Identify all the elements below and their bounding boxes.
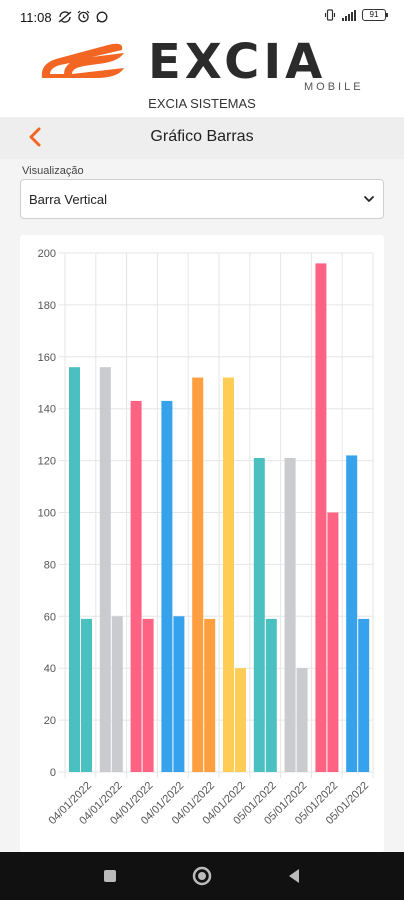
visualization-label: Visualização bbox=[22, 165, 84, 177]
bar bbox=[253, 458, 265, 772]
vibrate-icon bbox=[324, 9, 336, 21]
bar bbox=[161, 400, 173, 772]
bar bbox=[284, 458, 296, 772]
bar bbox=[358, 618, 370, 772]
y-tick-label: 180 bbox=[38, 300, 56, 312]
recents-icon[interactable] bbox=[98, 864, 122, 888]
y-tick-label: 60 bbox=[44, 611, 56, 623]
bar bbox=[81, 618, 92, 772]
bar bbox=[111, 616, 123, 772]
brand-tagline: MOBILE bbox=[304, 81, 364, 93]
brand-header: EXCIA MOBILE EXCIA SISTEMAS bbox=[0, 30, 404, 116]
y-tick-label: 20 bbox=[44, 715, 56, 727]
bar bbox=[315, 263, 327, 772]
y-tick-label: 200 bbox=[38, 248, 56, 260]
y-tick-label: 0 bbox=[50, 767, 56, 779]
home-icon[interactable] bbox=[190, 864, 214, 888]
status-time: 11:08 bbox=[20, 10, 52, 25]
bar bbox=[130, 400, 142, 772]
chart-card: 0 20 40 60 80 100 120 140 160 180 200 04/01/2022 04/… bbox=[20, 235, 384, 852]
visualization-select-value: Barra Vertical bbox=[29, 192, 108, 207]
signal-icon bbox=[342, 9, 356, 21]
bar bbox=[204, 618, 216, 772]
visualization-select[interactable]: Barra Vertical bbox=[20, 179, 384, 219]
sync-off-icon bbox=[58, 11, 72, 23]
bar bbox=[223, 377, 234, 772]
bar-chart: 02040608010012014016018020004/01/202204/… bbox=[38, 248, 374, 827]
chevron-left-icon[interactable] bbox=[24, 125, 48, 149]
bar bbox=[265, 618, 277, 772]
alarm-icon bbox=[77, 10, 90, 23]
bar bbox=[69, 367, 80, 772]
bar bbox=[173, 616, 185, 772]
main-content: Visualização Barra Vertical 0 20 40 60 80 100… bbox=[0, 159, 404, 852]
notification-icons bbox=[58, 9, 108, 23]
y-tick-label: 120 bbox=[38, 456, 56, 468]
bar bbox=[346, 455, 358, 772]
bar bbox=[296, 668, 308, 772]
battery-icon: 91 bbox=[362, 9, 388, 21]
bar bbox=[327, 512, 339, 772]
y-tick-label: 80 bbox=[44, 559, 56, 571]
bar bbox=[142, 618, 154, 772]
bar bbox=[235, 668, 246, 772]
bar bbox=[99, 367, 111, 772]
bar bbox=[192, 377, 204, 772]
y-tick-label: 140 bbox=[38, 404, 56, 416]
page-title: Gráfico Barras bbox=[150, 128, 254, 145]
screen-header: Gráfico Barras bbox=[0, 117, 404, 159]
excia-logo-icon bbox=[41, 43, 124, 78]
brand-subtitle: EXCIA SISTEMAS bbox=[148, 96, 256, 111]
chevron-down-icon bbox=[364, 196, 374, 202]
status-right: 91 bbox=[324, 9, 388, 21]
whatsapp-icon bbox=[96, 11, 108, 23]
system-nav-bar bbox=[0, 852, 404, 900]
brand-wordmark: EXCIA bbox=[148, 34, 327, 90]
y-tick-label: 160 bbox=[38, 352, 56, 364]
y-tick-label: 100 bbox=[38, 508, 56, 520]
back-icon[interactable] bbox=[282, 864, 306, 888]
y-tick-label: 40 bbox=[44, 663, 56, 675]
status-bar: 11:08 91 bbox=[0, 0, 404, 30]
